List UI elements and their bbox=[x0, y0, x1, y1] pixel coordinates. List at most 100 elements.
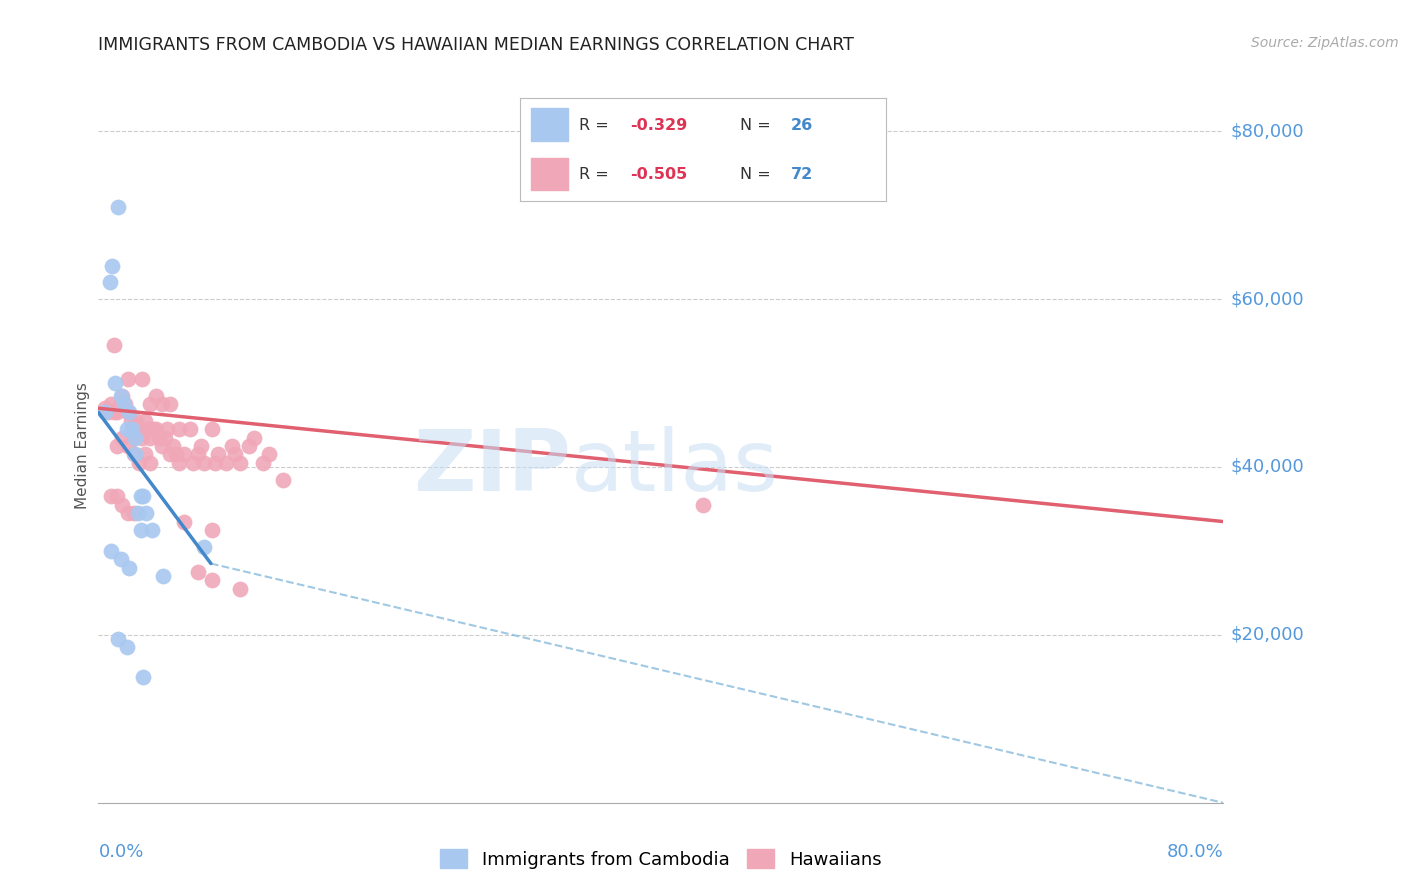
Point bbox=[127, 506, 149, 520]
Text: $40,000: $40,000 bbox=[1230, 458, 1303, 476]
Point bbox=[111, 389, 134, 403]
Text: IMMIGRANTS FROM CAMBODIA VS HAWAIIAN MEDIAN EARNINGS CORRELATION CHART: IMMIGRANTS FROM CAMBODIA VS HAWAIIAN MED… bbox=[98, 36, 855, 54]
Point bbox=[128, 422, 150, 436]
Point bbox=[141, 523, 163, 537]
Point bbox=[132, 489, 155, 503]
Point bbox=[142, 422, 165, 436]
Point bbox=[187, 447, 209, 461]
Point bbox=[159, 397, 181, 411]
Point bbox=[105, 489, 128, 503]
Point bbox=[179, 422, 201, 436]
Point bbox=[271, 473, 294, 487]
Point bbox=[193, 540, 215, 554]
Point bbox=[257, 447, 280, 461]
Point bbox=[173, 447, 195, 461]
Point bbox=[122, 447, 145, 461]
Text: $80,000: $80,000 bbox=[1230, 122, 1303, 140]
Point bbox=[201, 574, 224, 588]
Point bbox=[117, 405, 139, 419]
Point bbox=[229, 456, 252, 470]
Point bbox=[94, 401, 117, 416]
Point bbox=[243, 431, 266, 445]
Point bbox=[118, 560, 141, 574]
Point bbox=[190, 439, 212, 453]
Point bbox=[148, 431, 170, 445]
Point bbox=[101, 259, 124, 273]
Point bbox=[124, 447, 146, 461]
Point bbox=[134, 414, 156, 428]
Text: R =: R = bbox=[579, 119, 613, 133]
Text: N =: N = bbox=[740, 119, 776, 133]
Text: $60,000: $60,000 bbox=[1230, 290, 1303, 308]
Text: 26: 26 bbox=[790, 119, 813, 133]
Point bbox=[145, 422, 167, 436]
Text: ZIP: ZIP bbox=[413, 425, 571, 509]
Point bbox=[122, 431, 145, 445]
Point bbox=[131, 372, 153, 386]
Point bbox=[201, 523, 224, 537]
Point bbox=[117, 439, 139, 453]
Text: 72: 72 bbox=[790, 167, 813, 182]
Point bbox=[167, 456, 190, 470]
Point bbox=[165, 447, 187, 461]
Point bbox=[139, 431, 162, 445]
Point bbox=[181, 456, 204, 470]
Point bbox=[221, 439, 243, 453]
Point bbox=[128, 456, 150, 470]
Point bbox=[122, 422, 145, 436]
Point bbox=[252, 456, 274, 470]
Point bbox=[187, 565, 209, 579]
Point bbox=[105, 439, 128, 453]
Point bbox=[150, 397, 173, 411]
Point bbox=[105, 405, 128, 419]
Point bbox=[100, 397, 122, 411]
Point bbox=[139, 456, 162, 470]
Point bbox=[132, 670, 155, 684]
Point bbox=[94, 405, 117, 419]
Point bbox=[193, 456, 215, 470]
Point bbox=[167, 422, 190, 436]
Point bbox=[120, 414, 142, 428]
Point bbox=[162, 439, 184, 453]
Point bbox=[100, 489, 122, 503]
Point bbox=[238, 439, 260, 453]
Text: 0.0%: 0.0% bbox=[98, 843, 143, 861]
Point bbox=[103, 405, 125, 419]
Point bbox=[150, 439, 173, 453]
Point bbox=[104, 376, 127, 390]
Point bbox=[153, 431, 176, 445]
Text: N =: N = bbox=[740, 167, 776, 182]
Point bbox=[97, 405, 120, 419]
Point bbox=[108, 397, 131, 411]
Point bbox=[173, 515, 195, 529]
Text: -0.329: -0.329 bbox=[630, 119, 688, 133]
Text: R =: R = bbox=[579, 167, 613, 182]
Point bbox=[136, 422, 159, 436]
Point bbox=[124, 431, 146, 445]
Text: atlas: atlas bbox=[571, 425, 779, 509]
Bar bbox=[531, 108, 568, 141]
Point bbox=[117, 372, 139, 386]
Point bbox=[115, 640, 138, 655]
Point bbox=[156, 422, 179, 436]
Y-axis label: Median Earnings: Median Earnings bbox=[75, 383, 90, 509]
Point bbox=[139, 397, 162, 411]
Point bbox=[122, 506, 145, 520]
Point bbox=[111, 498, 134, 512]
Point bbox=[118, 405, 141, 419]
Point bbox=[115, 422, 138, 436]
Text: Source: ZipAtlas.com: Source: ZipAtlas.com bbox=[1251, 36, 1399, 50]
Bar bbox=[531, 158, 568, 190]
Point bbox=[129, 523, 152, 537]
Text: 80.0%: 80.0% bbox=[1167, 843, 1223, 861]
Point bbox=[107, 632, 129, 646]
Text: $20,000: $20,000 bbox=[1230, 626, 1303, 644]
Point bbox=[110, 552, 132, 566]
Point bbox=[103, 338, 125, 352]
Point bbox=[224, 447, 246, 461]
Point bbox=[100, 544, 122, 558]
Point bbox=[152, 569, 174, 583]
Point bbox=[229, 582, 252, 596]
Point bbox=[117, 506, 139, 520]
Legend: Immigrants from Cambodia, Hawaiians: Immigrants from Cambodia, Hawaiians bbox=[433, 842, 889, 876]
